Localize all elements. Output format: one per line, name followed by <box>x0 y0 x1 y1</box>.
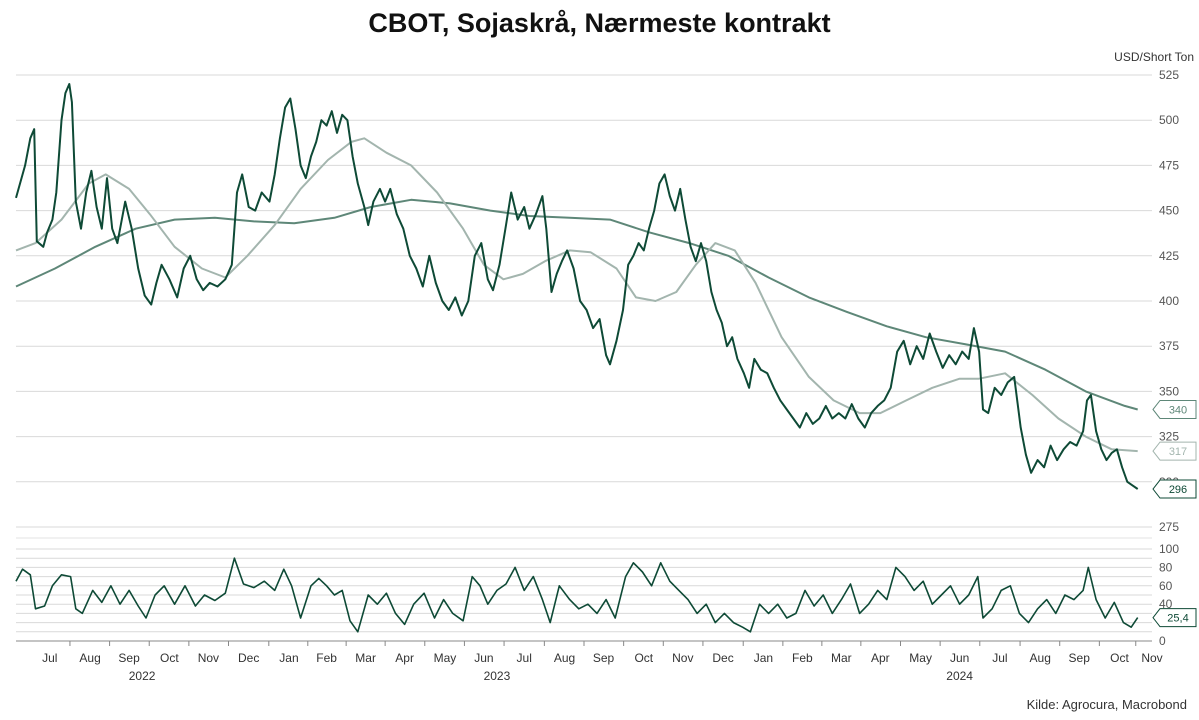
end-label-ma_short: 317 <box>1169 446 1187 458</box>
x-tick-label: Aug <box>1030 651 1051 665</box>
y-tick-label: 450 <box>1159 204 1179 218</box>
end-label-box-ma_short <box>1152 441 1197 461</box>
end-label-box-price <box>1152 479 1197 499</box>
x-tick-label: Nov <box>672 651 693 665</box>
osc-y-tick-label: 0 <box>1159 634 1166 648</box>
series-line-ma_long <box>15 198 1138 411</box>
x-tick-label: Jul <box>42 651 57 665</box>
x-tick-label: Aug <box>554 651 575 665</box>
series-line-oscillator <box>15 557 1139 633</box>
x-tick-label: Sep <box>118 651 140 665</box>
x-tick-label: Apr <box>395 651 414 665</box>
x-tick-label: Sep <box>1069 651 1091 665</box>
year-label: 2023 <box>484 669 511 683</box>
x-tick-label: Jun <box>950 651 969 665</box>
x-tick-label: Apr <box>871 651 890 665</box>
x-tick-label: Dec <box>712 651 733 665</box>
y-tick-label: 375 <box>1159 339 1179 353</box>
x-tick-label: Jun <box>474 651 493 665</box>
end-label-ma_long: 340 <box>1169 404 1187 416</box>
x-tick-label: Oct <box>1110 651 1129 665</box>
x-tick-label: Nov <box>1141 651 1162 665</box>
x-tick-label: Jul <box>992 651 1007 665</box>
osc-y-tick-label: 100 <box>1159 542 1179 556</box>
source-note: Kilde: Agrocura, Macrobond <box>1026 697 1187 712</box>
series-line-price <box>15 83 1139 490</box>
x-tick-label: Mar <box>831 651 852 665</box>
x-tick-label: Mar <box>355 651 376 665</box>
y-axis-unit: USD/Short Ton <box>1114 50 1194 64</box>
x-tick-label: Jul <box>517 651 532 665</box>
y-tick-label: 350 <box>1159 384 1179 398</box>
y-tick-label: 475 <box>1159 158 1179 172</box>
osc-y-tick-label: 80 <box>1159 560 1173 574</box>
x-tick-label: May <box>909 651 932 665</box>
x-tick-label: Oct <box>634 651 653 665</box>
y-tick-label: 400 <box>1159 294 1179 308</box>
y-tick-label: 275 <box>1159 520 1179 534</box>
y-tick-label: 425 <box>1159 249 1179 263</box>
chart-title: CBOT, Sojaskrå, Nærmeste kontrakt <box>368 8 831 38</box>
x-tick-label: Feb <box>792 651 813 665</box>
year-label: 2022 <box>129 669 156 683</box>
osc-y-tick-label: 60 <box>1159 579 1173 593</box>
x-tick-label: Dec <box>238 651 259 665</box>
x-tick-label: Jan <box>279 651 298 665</box>
y-tick-label: 500 <box>1159 113 1179 127</box>
x-tick-label: Sep <box>593 651 615 665</box>
series-line-ma_short <box>15 137 1138 453</box>
y-tick-label: 525 <box>1159 68 1179 82</box>
x-tick-label: Nov <box>198 651 219 665</box>
osc-y-tick-label: 40 <box>1159 597 1173 611</box>
end-label-oscillator: 25,4 <box>1167 613 1188 625</box>
x-tick-label: Oct <box>160 651 179 665</box>
end-label-box-ma_long <box>1152 399 1197 419</box>
end-label-price: 296 <box>1169 484 1187 496</box>
y-tick-label: 325 <box>1159 430 1179 444</box>
x-tick-label: Aug <box>79 651 100 665</box>
x-tick-label: May <box>434 651 457 665</box>
year-label: 2024 <box>946 669 973 683</box>
end-label-box-oscillator <box>1152 608 1197 628</box>
x-tick-label: Feb <box>316 651 337 665</box>
x-tick-label: Jan <box>754 651 773 665</box>
